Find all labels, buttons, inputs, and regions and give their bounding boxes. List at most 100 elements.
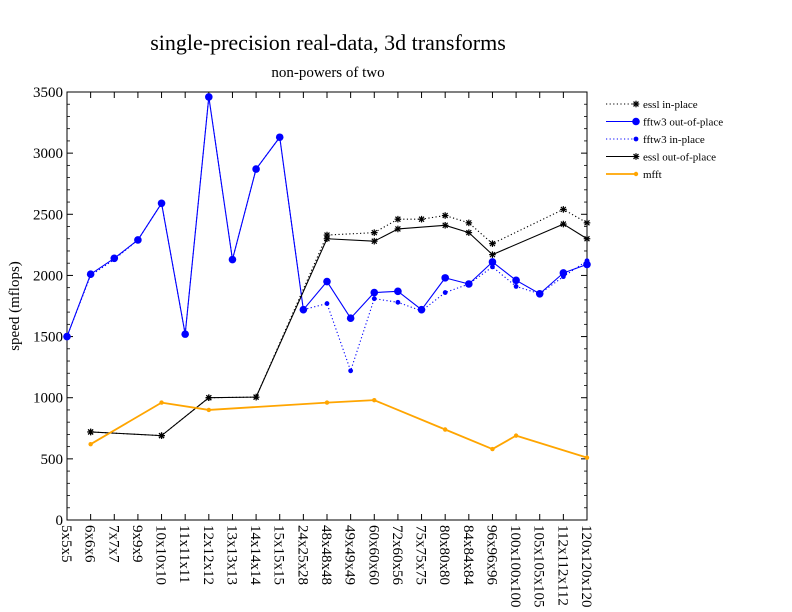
x-tick-label: 105x105x105 — [531, 525, 547, 608]
x-tick-label: 13x13x13 — [223, 525, 239, 585]
series-line-3 — [90, 223, 588, 437]
legend-marker — [633, 171, 639, 177]
data-point — [442, 427, 448, 432]
y-tick-label: 2000 — [33, 268, 63, 284]
data-point — [560, 220, 567, 228]
x-tick-label: 49x49x49 — [342, 525, 358, 585]
data-point — [394, 225, 402, 233]
legend-label: fftw3 in-place — [643, 134, 705, 146]
chart-subtitle: non-powers of two — [271, 65, 384, 81]
data-point — [419, 308, 424, 314]
y-tick-label: 500 — [41, 452, 64, 468]
data-point — [489, 251, 496, 258]
data-point — [371, 296, 377, 302]
x-tick-label: 12x12x12 — [200, 525, 216, 585]
data-point — [584, 455, 590, 460]
x-tick-label: 84x84x84 — [460, 525, 476, 586]
data-point — [230, 257, 235, 262]
legend-label: mfft — [643, 169, 662, 181]
data-point — [583, 235, 591, 243]
data-point — [560, 206, 567, 213]
data-point — [205, 394, 213, 402]
y-tick-label: 3500 — [33, 85, 63, 101]
data-point — [348, 368, 354, 374]
x-tick-label: 5x5x5 — [58, 525, 74, 563]
x-tick-label: 96x96x96 — [483, 525, 499, 586]
data-point — [370, 288, 379, 297]
data-point — [442, 290, 448, 295]
y-tick-label: 3000 — [33, 146, 63, 162]
data-point — [346, 314, 355, 323]
data-point — [490, 446, 495, 452]
plot-frame — [66, 91, 588, 521]
data-point — [465, 219, 473, 227]
data-point — [135, 237, 141, 243]
x-tick-label: 112x112x112 — [554, 525, 570, 606]
legend-marker — [633, 136, 639, 142]
legend-marker — [632, 100, 640, 108]
data-point — [441, 221, 449, 229]
data-point — [394, 215, 402, 223]
data-point — [277, 134, 283, 140]
data-point — [252, 393, 260, 401]
data-point — [324, 301, 330, 306]
x-tick-label: 7x7x7 — [105, 525, 121, 563]
data-point — [324, 400, 330, 405]
data-point — [512, 276, 520, 285]
legend-label: fftw3 out-of-place — [643, 117, 723, 129]
data-point — [583, 219, 591, 227]
x-tick-label: 6x6x6 — [82, 525, 98, 563]
series-line-4 — [90, 399, 588, 459]
data-point — [441, 212, 449, 219]
data-point — [88, 441, 93, 447]
data-point — [370, 237, 378, 245]
data-point — [253, 166, 259, 172]
data-point — [489, 240, 496, 247]
x-tick-label: 48x48x48 — [318, 525, 334, 585]
data-point — [559, 269, 568, 277]
legend-marker — [632, 153, 640, 160]
series-line-1 — [66, 96, 588, 337]
data-point — [537, 291, 543, 297]
x-tick-label: 15x15x15 — [271, 525, 287, 585]
data-point — [466, 281, 472, 287]
legend-label: essl out-of-place — [643, 152, 716, 164]
data-point — [158, 432, 165, 439]
data-point — [206, 94, 212, 100]
y-axis-label: speed (mflops) — [7, 261, 23, 351]
x-tick-label: 10x10x10 — [153, 525, 169, 585]
data-point — [513, 433, 519, 438]
x-tick-label: 120x120x120 — [578, 525, 594, 608]
data-point — [88, 273, 94, 278]
data-point — [182, 331, 188, 337]
data-point — [488, 258, 497, 266]
data-point — [394, 287, 402, 296]
x-tick-label: 60x60x60 — [365, 525, 381, 585]
data-point — [323, 277, 331, 286]
x-tick-label: 14x14x14 — [247, 525, 263, 586]
x-tick-label: 80x80x80 — [436, 525, 452, 585]
y-tick-label: 2500 — [33, 207, 63, 223]
data-point — [111, 257, 117, 262]
data-point — [372, 397, 377, 403]
y-tick-label: 1500 — [33, 330, 63, 346]
x-tick-label: 11x11x11 — [176, 525, 192, 583]
data-point — [323, 235, 331, 243]
y-tick-label: 1000 — [33, 391, 63, 407]
x-tick-label: 24x25x28 — [294, 525, 310, 585]
legend: essl in-place fftw3 out-of-place fftw3 in-… — [606, 99, 723, 181]
data-point — [370, 229, 378, 236]
legend-marker — [632, 117, 640, 126]
x-tick-label: 75x75x75 — [413, 525, 429, 585]
x-tick-label: 72x60x56 — [389, 525, 405, 586]
data-point — [513, 284, 519, 289]
x-tick-label: 9x9x9 — [129, 525, 145, 563]
data-point — [300, 307, 306, 313]
data-point — [441, 274, 449, 282]
data-point — [560, 274, 566, 280]
data-point — [465, 229, 473, 236]
data-point — [159, 400, 164, 405]
data-point — [490, 264, 495, 270]
x-tick-label: 100x100x100 — [507, 525, 523, 608]
